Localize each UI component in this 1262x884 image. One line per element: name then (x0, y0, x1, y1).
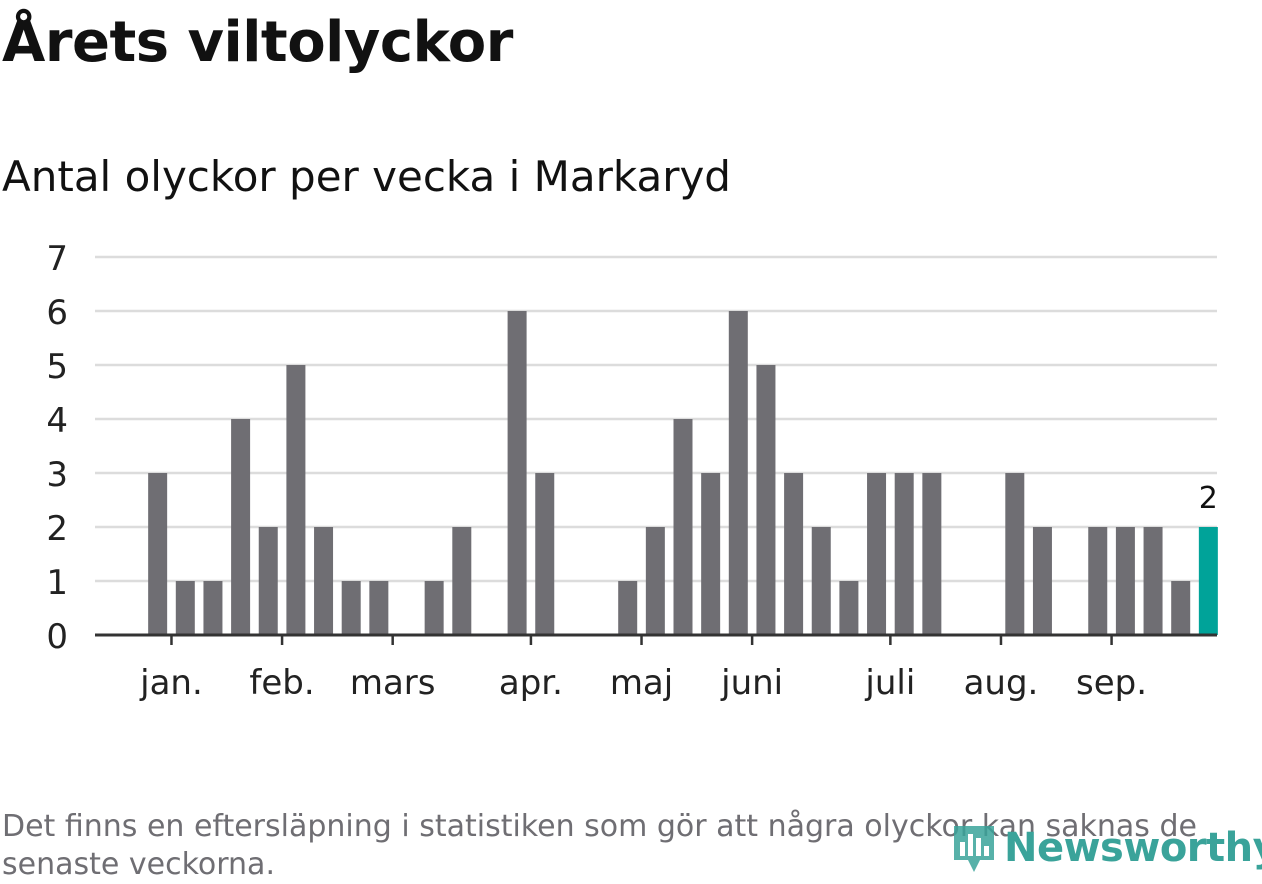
chart-subtitle: Antal olyckor per vecka i Markaryd (2, 152, 731, 201)
bar (1032, 527, 1052, 635)
bar (645, 527, 665, 635)
bar (728, 311, 748, 635)
x-tick-label: sep. (1076, 663, 1147, 703)
y-tick-label: 0 (46, 617, 68, 657)
bar (314, 527, 334, 635)
bar (1005, 473, 1025, 635)
gridlines (95, 255, 1217, 583)
bar (701, 473, 721, 635)
y-axis-ticks: 0 1 2 3 4 5 6 7 (46, 239, 68, 657)
bar (1171, 581, 1191, 635)
bar (369, 581, 389, 635)
x-tick-label: maj (610, 663, 673, 703)
bar (231, 419, 251, 635)
bar (811, 527, 831, 635)
y-tick-label: 3 (46, 455, 68, 495)
bar (922, 473, 942, 635)
footnote: Det finns en eftersläpning i statistiken… (2, 809, 1197, 882)
bar (1143, 527, 1163, 635)
bar (507, 311, 527, 635)
newsworthy-logo: Newsworthy (950, 820, 1262, 876)
bar (535, 473, 555, 635)
bar (867, 473, 887, 635)
x-tick-label: mars (350, 663, 436, 703)
bars: 2 (148, 311, 1218, 635)
y-tick-label: 7 (46, 239, 68, 279)
bar (424, 581, 444, 635)
x-tick-label: juni (720, 663, 783, 703)
y-tick-label: 6 (46, 293, 68, 333)
y-tick-label: 2 (46, 509, 68, 549)
bar (784, 473, 804, 635)
x-axis-ticks: jan. feb. mars apr. maj juni juli aug. sep. (139, 635, 1147, 703)
y-tick-label: 5 (46, 347, 68, 387)
y-tick-label: 1 (46, 563, 68, 603)
bar (839, 581, 859, 635)
x-tick-label: aug. (964, 663, 1039, 703)
bar (148, 473, 168, 635)
newsworthy-logo-text: Newsworthy (1004, 825, 1262, 871)
bar (673, 419, 693, 635)
x-tick-label: feb. (249, 663, 314, 703)
x-tick-label: apr. (499, 663, 563, 703)
bar-data-label: 2 (1199, 481, 1218, 516)
bar (452, 527, 472, 635)
x-tick-label: juli (864, 663, 915, 703)
bar (894, 473, 914, 635)
chart-title: Årets viltolyckor (2, 10, 513, 75)
bar-highlight (1198, 527, 1218, 635)
x-tick-label: jan. (139, 663, 203, 703)
bar (1088, 527, 1108, 635)
bar (341, 581, 361, 635)
bar (1115, 527, 1135, 635)
bar (618, 581, 638, 635)
y-tick-label: 4 (46, 401, 68, 441)
bar-chart: 0 1 2 3 4 5 6 7 2 jan. feb. mars apr. maj juni juli au… (46, 239, 1218, 703)
bar (258, 527, 278, 635)
bar (175, 581, 195, 635)
bar (286, 365, 306, 635)
bar (756, 365, 776, 635)
newsworthy-logo-icon (954, 826, 994, 872)
bar (203, 581, 223, 635)
